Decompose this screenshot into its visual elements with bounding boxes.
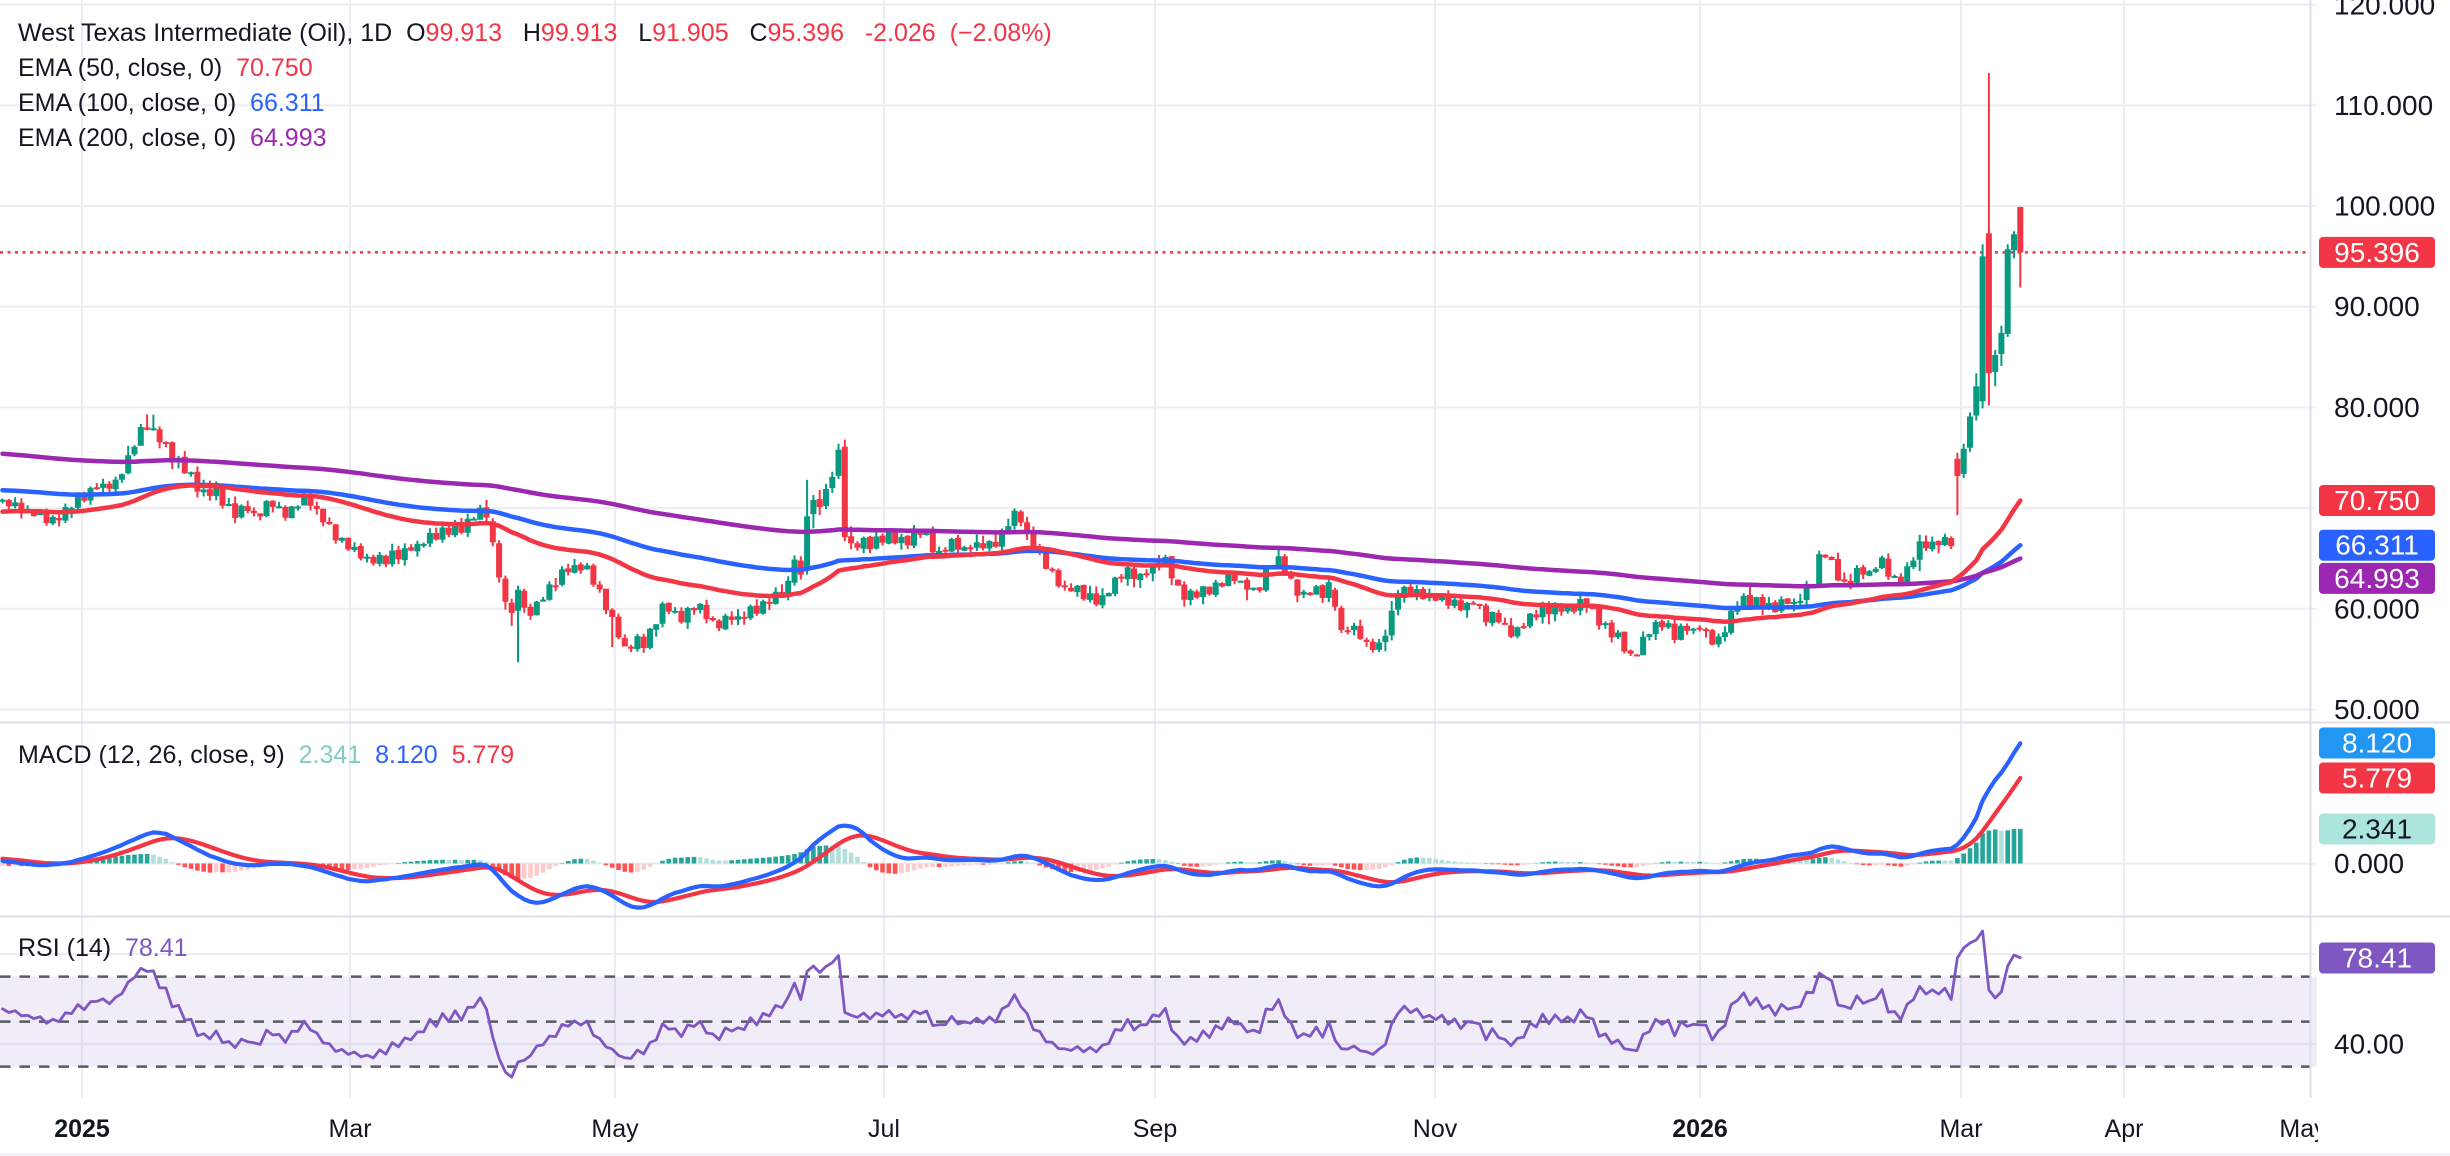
svg-text:40.00: 40.00 <box>2334 1029 2404 1060</box>
svg-text:0.000: 0.000 <box>2334 848 2404 879</box>
svg-text:MACD (12, 26, close, 9) 2.341: MACD (12, 26, close, 9) 2.341 8.120 5.77… <box>18 741 514 769</box>
svg-text:110.000: 110.000 <box>2334 90 2433 121</box>
svg-text:EMA (50, close, 0) 70.750: EMA (50, close, 0) 70.750 <box>18 54 313 82</box>
svg-text:Mar: Mar <box>1939 1115 1982 1143</box>
svg-text:West Texas Intermediate (Oil),: West Texas Intermediate (Oil), 1D O99.91… <box>18 19 1052 47</box>
svg-text:May: May <box>2279 1115 2327 1143</box>
svg-text:66.311: 66.311 <box>2335 530 2419 561</box>
svg-text:May: May <box>591 1115 639 1143</box>
svg-text:80.000: 80.000 <box>2334 392 2420 423</box>
svg-text:2.341: 2.341 <box>2342 814 2412 845</box>
svg-text:5.779: 5.779 <box>2342 763 2412 794</box>
svg-text:78.41: 78.41 <box>2342 943 2412 974</box>
svg-text:Mar: Mar <box>328 1115 371 1143</box>
svg-text:95.396: 95.396 <box>2334 237 2420 268</box>
svg-text:RSI (14) 78.41: RSI (14) 78.41 <box>18 934 188 962</box>
svg-text:Apr: Apr <box>2105 1115 2144 1143</box>
svg-text:8.120: 8.120 <box>2342 728 2412 759</box>
svg-text:EMA (100, close, 0) 66.311: EMA (100, close, 0) 66.311 <box>18 89 325 117</box>
svg-text:Nov: Nov <box>1413 1115 1458 1143</box>
svg-text:Sep: Sep <box>1133 1115 1177 1143</box>
svg-text:60.000: 60.000 <box>2334 593 2420 624</box>
svg-text:50.000: 50.000 <box>2334 694 2420 725</box>
svg-text:2025: 2025 <box>54 1115 110 1143</box>
svg-text:Jul: Jul <box>868 1115 900 1143</box>
svg-text:100.000: 100.000 <box>2334 191 2435 222</box>
svg-text:2026: 2026 <box>1672 1115 1728 1143</box>
svg-text:64.993: 64.993 <box>2334 563 2420 594</box>
svg-text:70.750: 70.750 <box>2334 485 2420 516</box>
svg-text:120.000: 120.000 <box>2334 0 2435 21</box>
svg-text:90.000: 90.000 <box>2334 291 2420 322</box>
svg-text:EMA (200, close, 0) 64.993: EMA (200, close, 0) 64.993 <box>18 124 327 152</box>
